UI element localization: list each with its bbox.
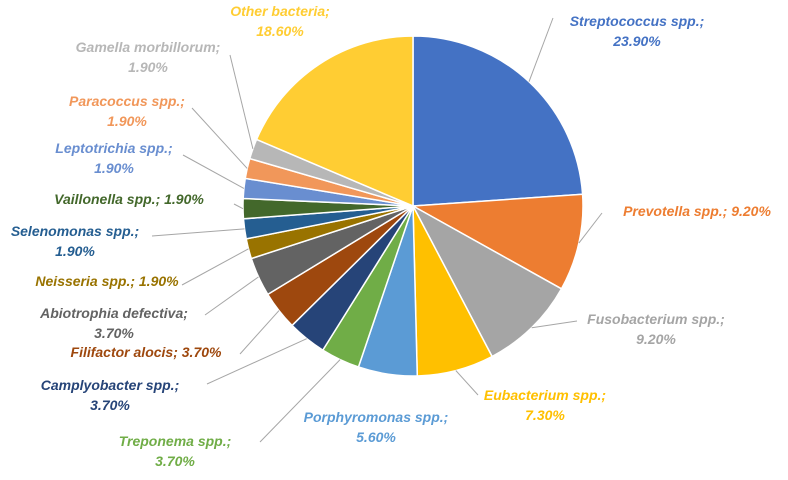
leader-line-prevotella-spp [578,212,603,244]
data-label-category: Paracoccus spp.; [69,93,185,109]
data-label-treponema-spp: Treponema spp.; 3.70% [119,433,232,469]
data-label-value: 5.60% [356,429,396,445]
data-label-camplyobacter-spp: Camplyobacter spp.; 3.70% [41,377,179,413]
leader-lines [151,17,603,443]
leader-line-selenomonas-spp [151,228,245,237]
data-label-category: Porphyromonas spp.; [304,409,449,425]
data-label-text: Vaillonella spp.; 1.90% [54,191,204,207]
data-label-value: 23.90% [612,33,661,49]
leader-line-treponema-spp [259,359,341,443]
data-label-value: 1.90% [94,160,134,176]
data-label-category: Selenomonas spp.; [11,223,139,239]
data-label-filifactor-alocis: Filifactor alocis; 3.70% [71,344,222,360]
pie-slices [242,35,584,377]
data-label-paracoccus-spp: Paracoccus spp.; 1.90% [69,93,185,129]
data-label-other-bacteria: Other bacteria; 18.60% [230,3,330,39]
pie-slice-other-bacteria [255,35,414,208]
data-label-text: Neisseria spp.; 1.90% [35,273,179,289]
leader-line-filifactor-alocis [239,310,280,355]
data-label-porphyromonas-spp: Porphyromonas spp.; 5.60% [304,409,449,445]
data-label-value: 3.70% [94,325,134,341]
leader-line-camplyobacter-spp [206,338,307,385]
data-label-category: Camplyobacter spp.; [41,377,179,393]
data-label-category: Streptococcus spp.; [570,13,705,29]
data-label-category: Treponema spp.; [119,433,232,449]
data-label-value: 3.70% [90,397,130,413]
leader-line-paracoccus-spp [191,107,248,169]
data-label-leptotrichia-spp: Leptotrichia spp.; 1.90% [55,140,172,176]
data-label-fusobacterium-spp: Fusobacterium spp.; 9.20% [587,311,725,347]
data-label-abiotrophia-defectiva: Abiotrophia defectiva; 3.70% [39,305,188,341]
data-label-category: Abiotrophia defectiva; [39,305,188,321]
data-label-value: 18.60% [256,23,304,39]
data-label-category: Other bacteria; [230,3,330,19]
data-label-value: 3.70% [155,453,195,469]
data-label-value: 1.90% [55,243,95,259]
leader-line-leptotrichia-spp [182,154,245,189]
pie-slice-streptococcus-spp [412,35,584,207]
data-label-text: Prevotella spp.; 9.20% [623,203,771,219]
data-label-eubacterium-spp: Eubacterium spp.; 7.30% [484,387,606,423]
leader-line-vaillonella-spp [233,203,244,210]
slice-labels: Streptococcus spp.; 23.90% Prevotella spp.… [11,3,772,469]
data-label-category: Fusobacterium spp.; [587,311,725,327]
leader-line-eubacterium-spp [455,370,479,396]
data-label-category: Gamella morbillorum; [76,39,221,55]
leader-line-fusobacterium-spp [531,320,578,329]
pie-slice-fusobacterium-spp [411,204,563,358]
data-label-neisseria-spp: Neisseria spp.; 1.90% [35,273,179,289]
data-label-category: Leptotrichia spp.; [55,140,172,156]
data-label-value: 7.30% [525,407,565,423]
leader-line-streptococcus-spp [528,17,554,82]
data-label-streptococcus-spp: Streptococcus spp.; 23.90% [570,13,705,49]
data-label-vaillonella-spp: Vaillonella spp.; 1.90% [54,191,204,207]
data-label-value: 1.90% [128,59,168,75]
data-label-prevotella-spp: Prevotella spp.; 9.20% [623,203,771,219]
data-label-selenomonas-spp: Selenomonas spp.; 1.90% [11,223,139,259]
leader-line-gamella-morbillorum [229,54,254,150]
data-label-value: 9.20% [636,331,676,347]
leader-line-abiotrophia-defectiva [204,276,259,316]
data-label-gamella-morbillorum: Gamella morbillorum; 1.90% [76,39,221,75]
leader-line-neisseria-spp [181,248,249,286]
data-label-text: Filifactor alocis; 3.70% [71,344,222,360]
data-label-value: 1.90% [107,113,147,129]
data-label-category: Eubacterium spp.; [484,387,606,403]
